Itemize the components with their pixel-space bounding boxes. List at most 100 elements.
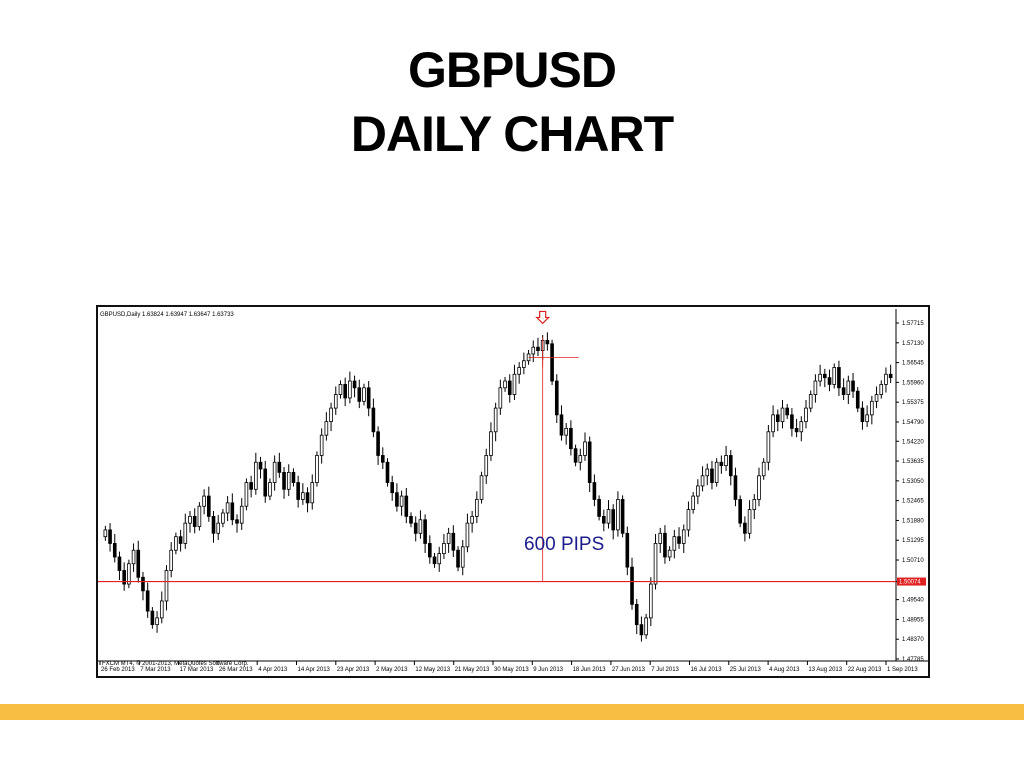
candle-body xyxy=(442,543,446,554)
candle-body xyxy=(164,570,169,602)
candle-body xyxy=(428,543,432,558)
candle-body xyxy=(211,515,216,534)
x-tick-label: 25 Jul 2013 xyxy=(730,667,762,673)
candle xyxy=(874,386,879,409)
candle-body xyxy=(310,482,315,504)
candle xyxy=(399,490,404,516)
y-tick-label: 1.55960 xyxy=(902,380,924,386)
candle xyxy=(423,514,427,553)
candle xyxy=(888,364,893,384)
candle xyxy=(536,337,540,356)
candle xyxy=(794,418,799,438)
candle xyxy=(197,502,202,531)
candle-body xyxy=(277,461,282,473)
candle-body xyxy=(489,431,493,456)
candle-body xyxy=(268,482,272,497)
candle-body xyxy=(601,515,606,524)
candle-body xyxy=(559,414,564,436)
candle xyxy=(211,510,216,543)
candle xyxy=(221,508,225,528)
candle xyxy=(376,426,380,465)
candle-body xyxy=(352,380,357,389)
x-tick-label: 9 Jun 2013 xyxy=(533,667,563,673)
candle xyxy=(493,402,498,442)
y-tick-label: 1.49540 xyxy=(902,598,924,604)
candle xyxy=(728,450,733,486)
candle xyxy=(343,377,347,407)
candle-body xyxy=(399,495,404,507)
candle xyxy=(108,523,112,552)
candle xyxy=(404,487,409,524)
candle-body xyxy=(145,590,150,612)
candle xyxy=(564,422,568,445)
candle-body xyxy=(550,343,554,382)
candle-body xyxy=(291,471,296,483)
candle-body xyxy=(192,515,197,527)
candle-body xyxy=(517,367,521,375)
candle xyxy=(569,420,573,456)
candle-body xyxy=(719,461,724,467)
x-tick-label: 13 Aug 2013 xyxy=(808,667,842,673)
candle xyxy=(785,404,790,419)
x-tick-label: 17 Mar 2013 xyxy=(180,667,214,673)
candle-body xyxy=(446,532,451,544)
candle-body xyxy=(178,536,183,544)
candle xyxy=(282,466,286,499)
candle-body xyxy=(686,509,691,531)
candle-body xyxy=(691,495,695,511)
candle-body xyxy=(705,468,710,477)
candle xyxy=(780,399,785,429)
candle-body xyxy=(385,461,390,483)
candle xyxy=(216,515,221,541)
candle-body xyxy=(282,471,286,490)
candle xyxy=(771,405,775,438)
candle xyxy=(465,513,470,553)
candle-body xyxy=(216,522,221,534)
candle xyxy=(649,577,653,627)
candle xyxy=(559,405,564,441)
candle-body xyxy=(620,499,625,534)
candle-body xyxy=(258,461,263,470)
candle-body xyxy=(329,407,333,423)
candle-body xyxy=(150,610,155,626)
candle xyxy=(484,448,489,484)
accent-bar xyxy=(0,704,1024,720)
candle-body xyxy=(531,346,536,355)
candle xyxy=(380,447,385,470)
candle-body xyxy=(592,482,597,500)
candle xyxy=(653,533,658,590)
candle-body xyxy=(757,475,761,500)
candle-body xyxy=(884,373,888,385)
candle xyxy=(705,463,710,486)
candle xyxy=(865,405,869,428)
candle-body xyxy=(235,519,239,524)
candle-body xyxy=(766,431,771,463)
candle xyxy=(263,460,268,503)
candle-body xyxy=(564,428,568,436)
candle-body xyxy=(667,549,672,558)
candle-body xyxy=(136,549,141,578)
candle-body xyxy=(808,394,813,409)
candle-body xyxy=(418,519,423,534)
support-price-label: 1.50074 xyxy=(899,580,921,586)
candle xyxy=(696,479,700,505)
x-tick-label: 7 Mar 2013 xyxy=(140,667,171,673)
candle xyxy=(601,509,606,532)
candle xyxy=(324,412,329,441)
x-tick-label: 7 Jul 2013 xyxy=(651,667,679,673)
y-tick-label: 1.53050 xyxy=(902,479,924,485)
chart-copyright: FXCM MT4, © 2001-2013, MetaQuotes Softwa… xyxy=(102,660,249,667)
candle xyxy=(644,613,648,639)
y-tick-label: 1.52465 xyxy=(902,499,924,505)
candle-body xyxy=(197,505,202,527)
candle-body xyxy=(465,522,470,548)
candle xyxy=(700,466,705,492)
y-tick-label: 1.57130 xyxy=(902,341,924,347)
candle xyxy=(813,374,818,403)
candle-body xyxy=(221,512,225,524)
candle xyxy=(733,467,738,507)
candle xyxy=(479,471,484,504)
candle-body xyxy=(390,482,395,494)
candle xyxy=(672,529,677,559)
candle-body xyxy=(249,482,253,490)
